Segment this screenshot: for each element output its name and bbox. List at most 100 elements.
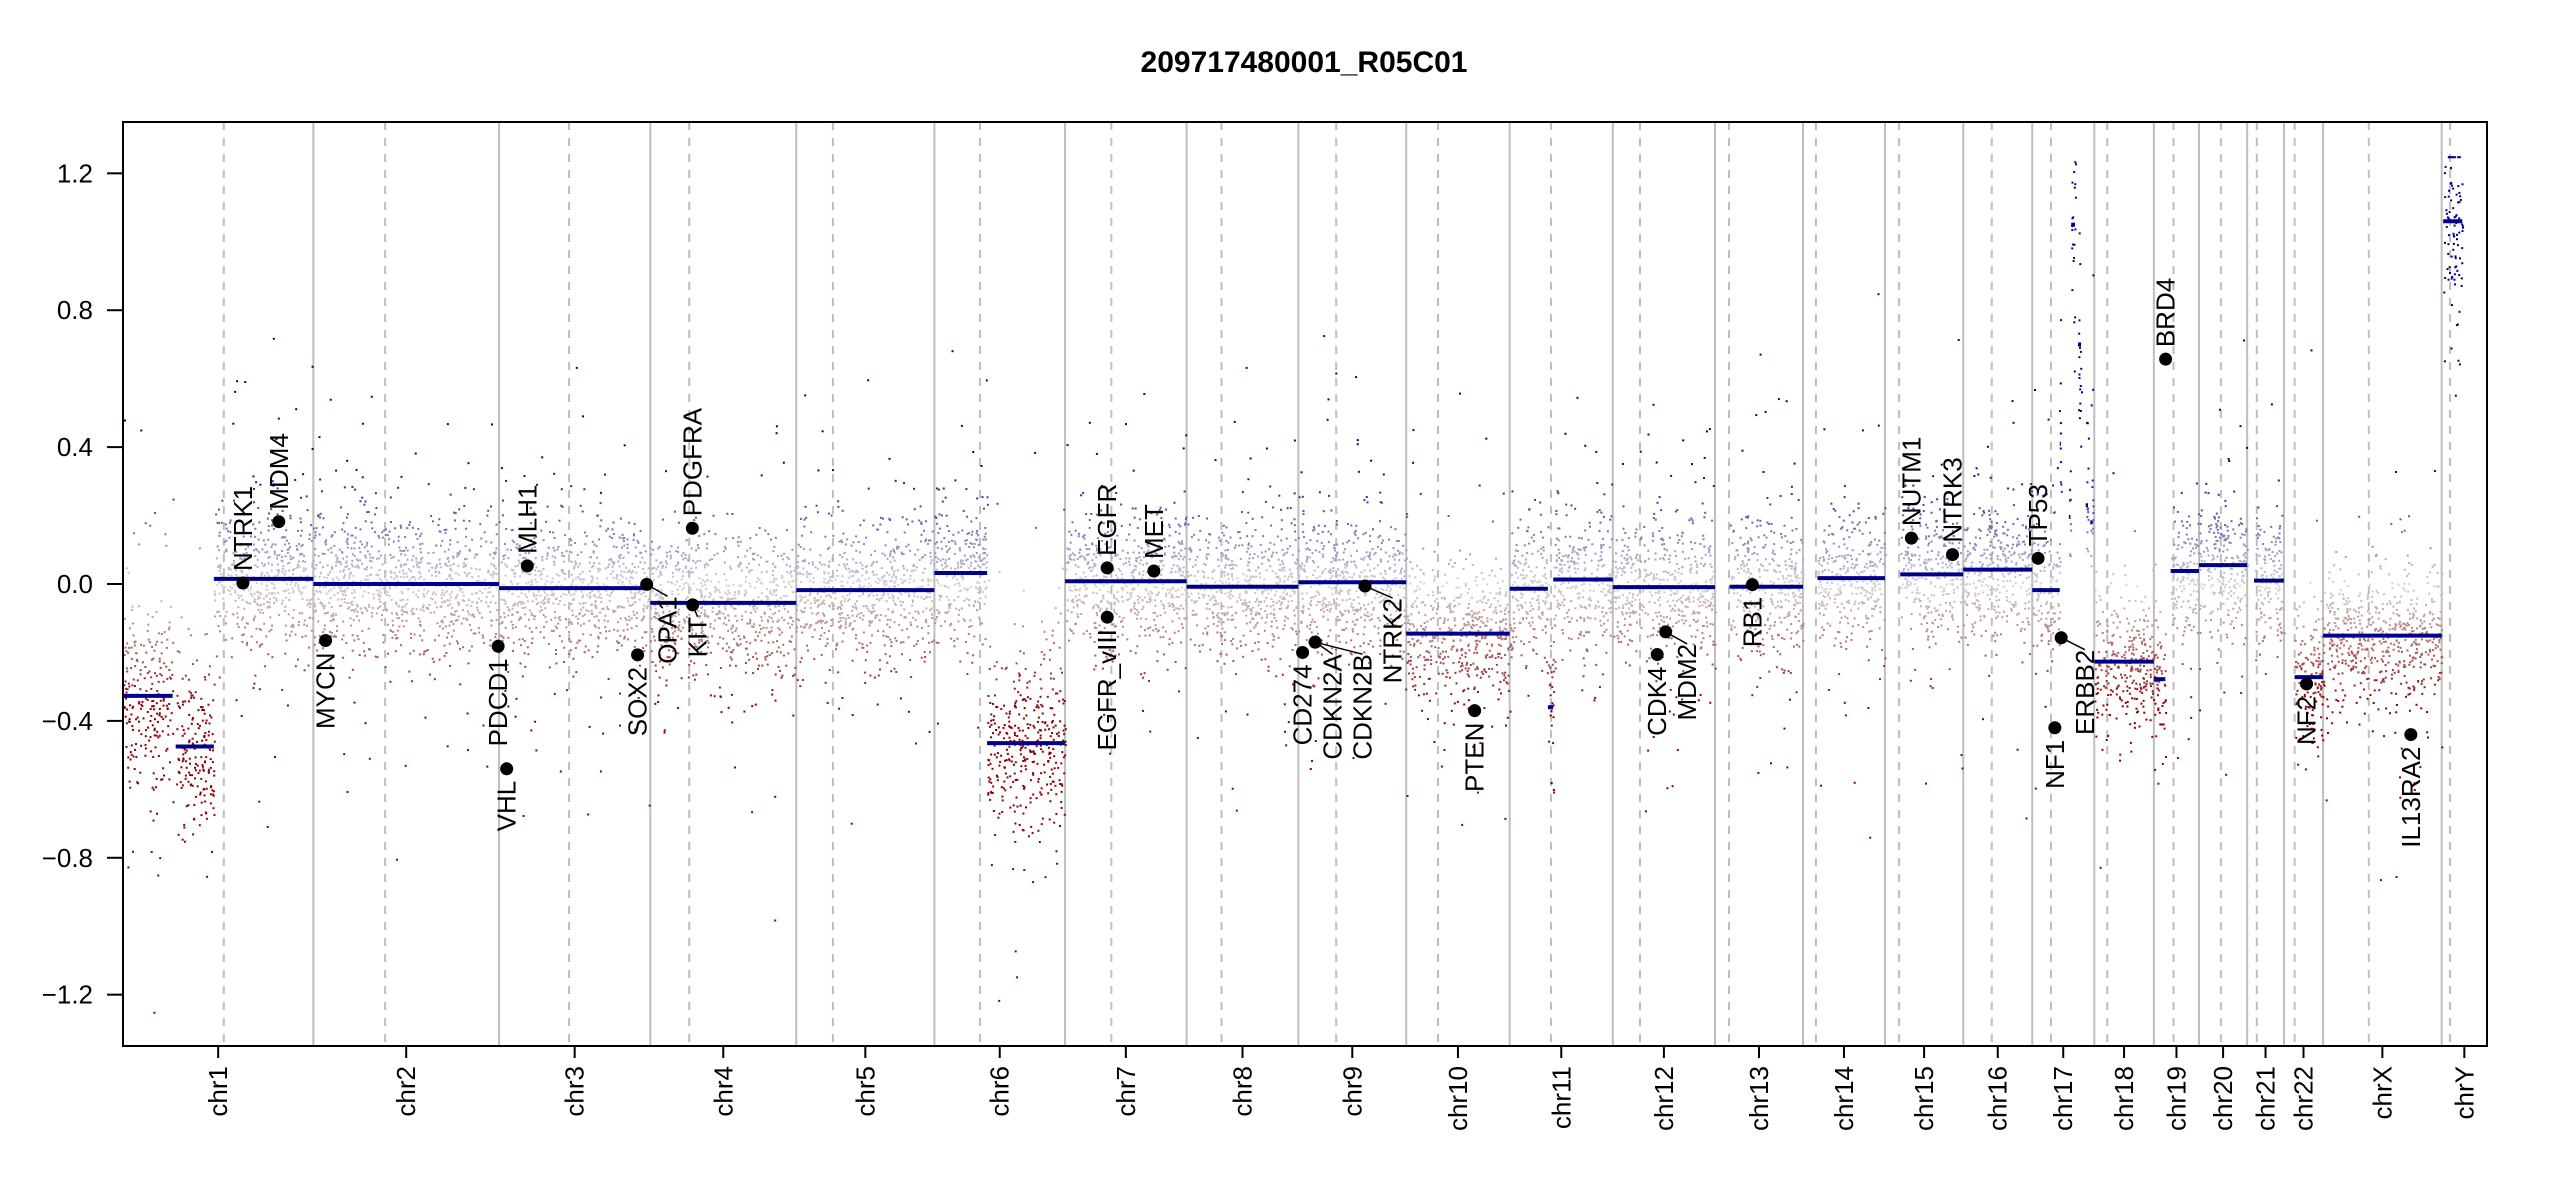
probe-point — [984, 532, 987, 535]
probe-point — [517, 564, 519, 567]
probe-point — [513, 575, 516, 578]
probe-point — [202, 768, 205, 771]
probe-point — [844, 623, 847, 626]
probe-point — [857, 612, 860, 615]
probe-point — [755, 630, 757, 633]
probe-point — [934, 552, 937, 555]
probe-point — [425, 606, 428, 609]
probe-point — [1095, 556, 1098, 559]
probe-point — [232, 499, 235, 502]
probe-point — [1125, 423, 1127, 426]
probe-point — [1062, 739, 1065, 742]
probe-point — [546, 505, 549, 508]
probe-point — [363, 567, 366, 570]
probe-point — [329, 635, 332, 637]
probe-point — [816, 605, 819, 608]
probe-point — [1175, 555, 1178, 558]
probe-point — [780, 616, 783, 619]
probe-point — [157, 680, 160, 683]
probe-point — [804, 601, 807, 604]
probe-point — [372, 607, 374, 610]
probe-point — [153, 729, 156, 732]
probe-point — [1012, 680, 1015, 683]
probe-point — [201, 739, 203, 742]
probe-point — [966, 558, 969, 561]
probe-point — [492, 576, 494, 579]
probe-point — [610, 558, 613, 561]
probe-point — [1139, 617, 1142, 620]
probe-point — [329, 619, 332, 622]
probe-point — [211, 761, 214, 764]
probe-point — [225, 549, 228, 552]
probe-point — [370, 395, 373, 398]
probe-point — [503, 612, 506, 615]
probe-point — [1140, 625, 1143, 628]
probe-point — [281, 688, 284, 691]
probe-point — [974, 601, 976, 603]
probe-point — [760, 639, 763, 642]
probe-point — [446, 423, 449, 426]
probe-point — [297, 658, 299, 661]
probe-point — [494, 633, 497, 636]
probe-point — [165, 749, 168, 752]
probe-point — [197, 772, 200, 775]
probe-point — [494, 551, 497, 554]
probe-point — [339, 605, 341, 607]
probe-point — [868, 582, 871, 585]
probe-point — [1097, 606, 1100, 609]
probe-point — [350, 624, 353, 627]
probe-point — [1109, 752, 1112, 755]
probe-point — [985, 566, 988, 569]
probe-point — [295, 408, 298, 411]
probe-point — [1184, 518, 1187, 521]
probe-point — [662, 610, 665, 613]
probe-point — [972, 554, 975, 557]
probe-point — [131, 725, 134, 728]
probe-point — [366, 609, 369, 612]
probe-point — [353, 541, 356, 544]
probe-point — [1029, 801, 1032, 804]
probe-point — [979, 566, 982, 569]
probe-point — [939, 594, 941, 597]
probe-point — [474, 632, 477, 635]
probe-point — [1019, 804, 1022, 807]
probe-point — [258, 688, 261, 691]
probe-point — [970, 533, 973, 536]
probe-point — [215, 513, 218, 516]
probe-point — [151, 700, 154, 703]
probe-point — [817, 620, 820, 623]
probe-point — [490, 585, 492, 588]
probe-point — [256, 558, 259, 561]
probe-point — [125, 691, 128, 694]
probe-point — [178, 706, 181, 709]
probe-point — [313, 536, 316, 539]
probe-point — [803, 559, 806, 562]
probe-point — [345, 642, 348, 644]
probe-point — [381, 563, 384, 566]
probe-point — [574, 590, 577, 593]
probe-point — [503, 616, 506, 619]
probe-point — [432, 660, 435, 663]
probe-point — [809, 602, 812, 605]
probe-point — [859, 561, 862, 564]
probe-point — [1069, 553, 1072, 556]
probe-point — [345, 516, 348, 519]
probe-point — [449, 577, 452, 580]
probe-point — [379, 600, 382, 603]
probe-point — [1176, 612, 1179, 615]
probe-point — [331, 568, 334, 570]
probe-point — [1168, 592, 1171, 595]
probe-point — [930, 579, 933, 582]
probe-point — [371, 527, 374, 530]
probe-point — [1095, 627, 1098, 630]
probe-point — [193, 818, 196, 821]
probe-point — [1072, 606, 1075, 609]
probe-point — [615, 574, 618, 577]
probe-point — [884, 614, 887, 617]
probe-point — [893, 559, 896, 562]
probe-point — [936, 487, 938, 490]
probe-point — [504, 543, 506, 545]
probe-point — [1063, 724, 1066, 727]
probe-point — [866, 644, 869, 647]
probe-point — [927, 625, 930, 628]
